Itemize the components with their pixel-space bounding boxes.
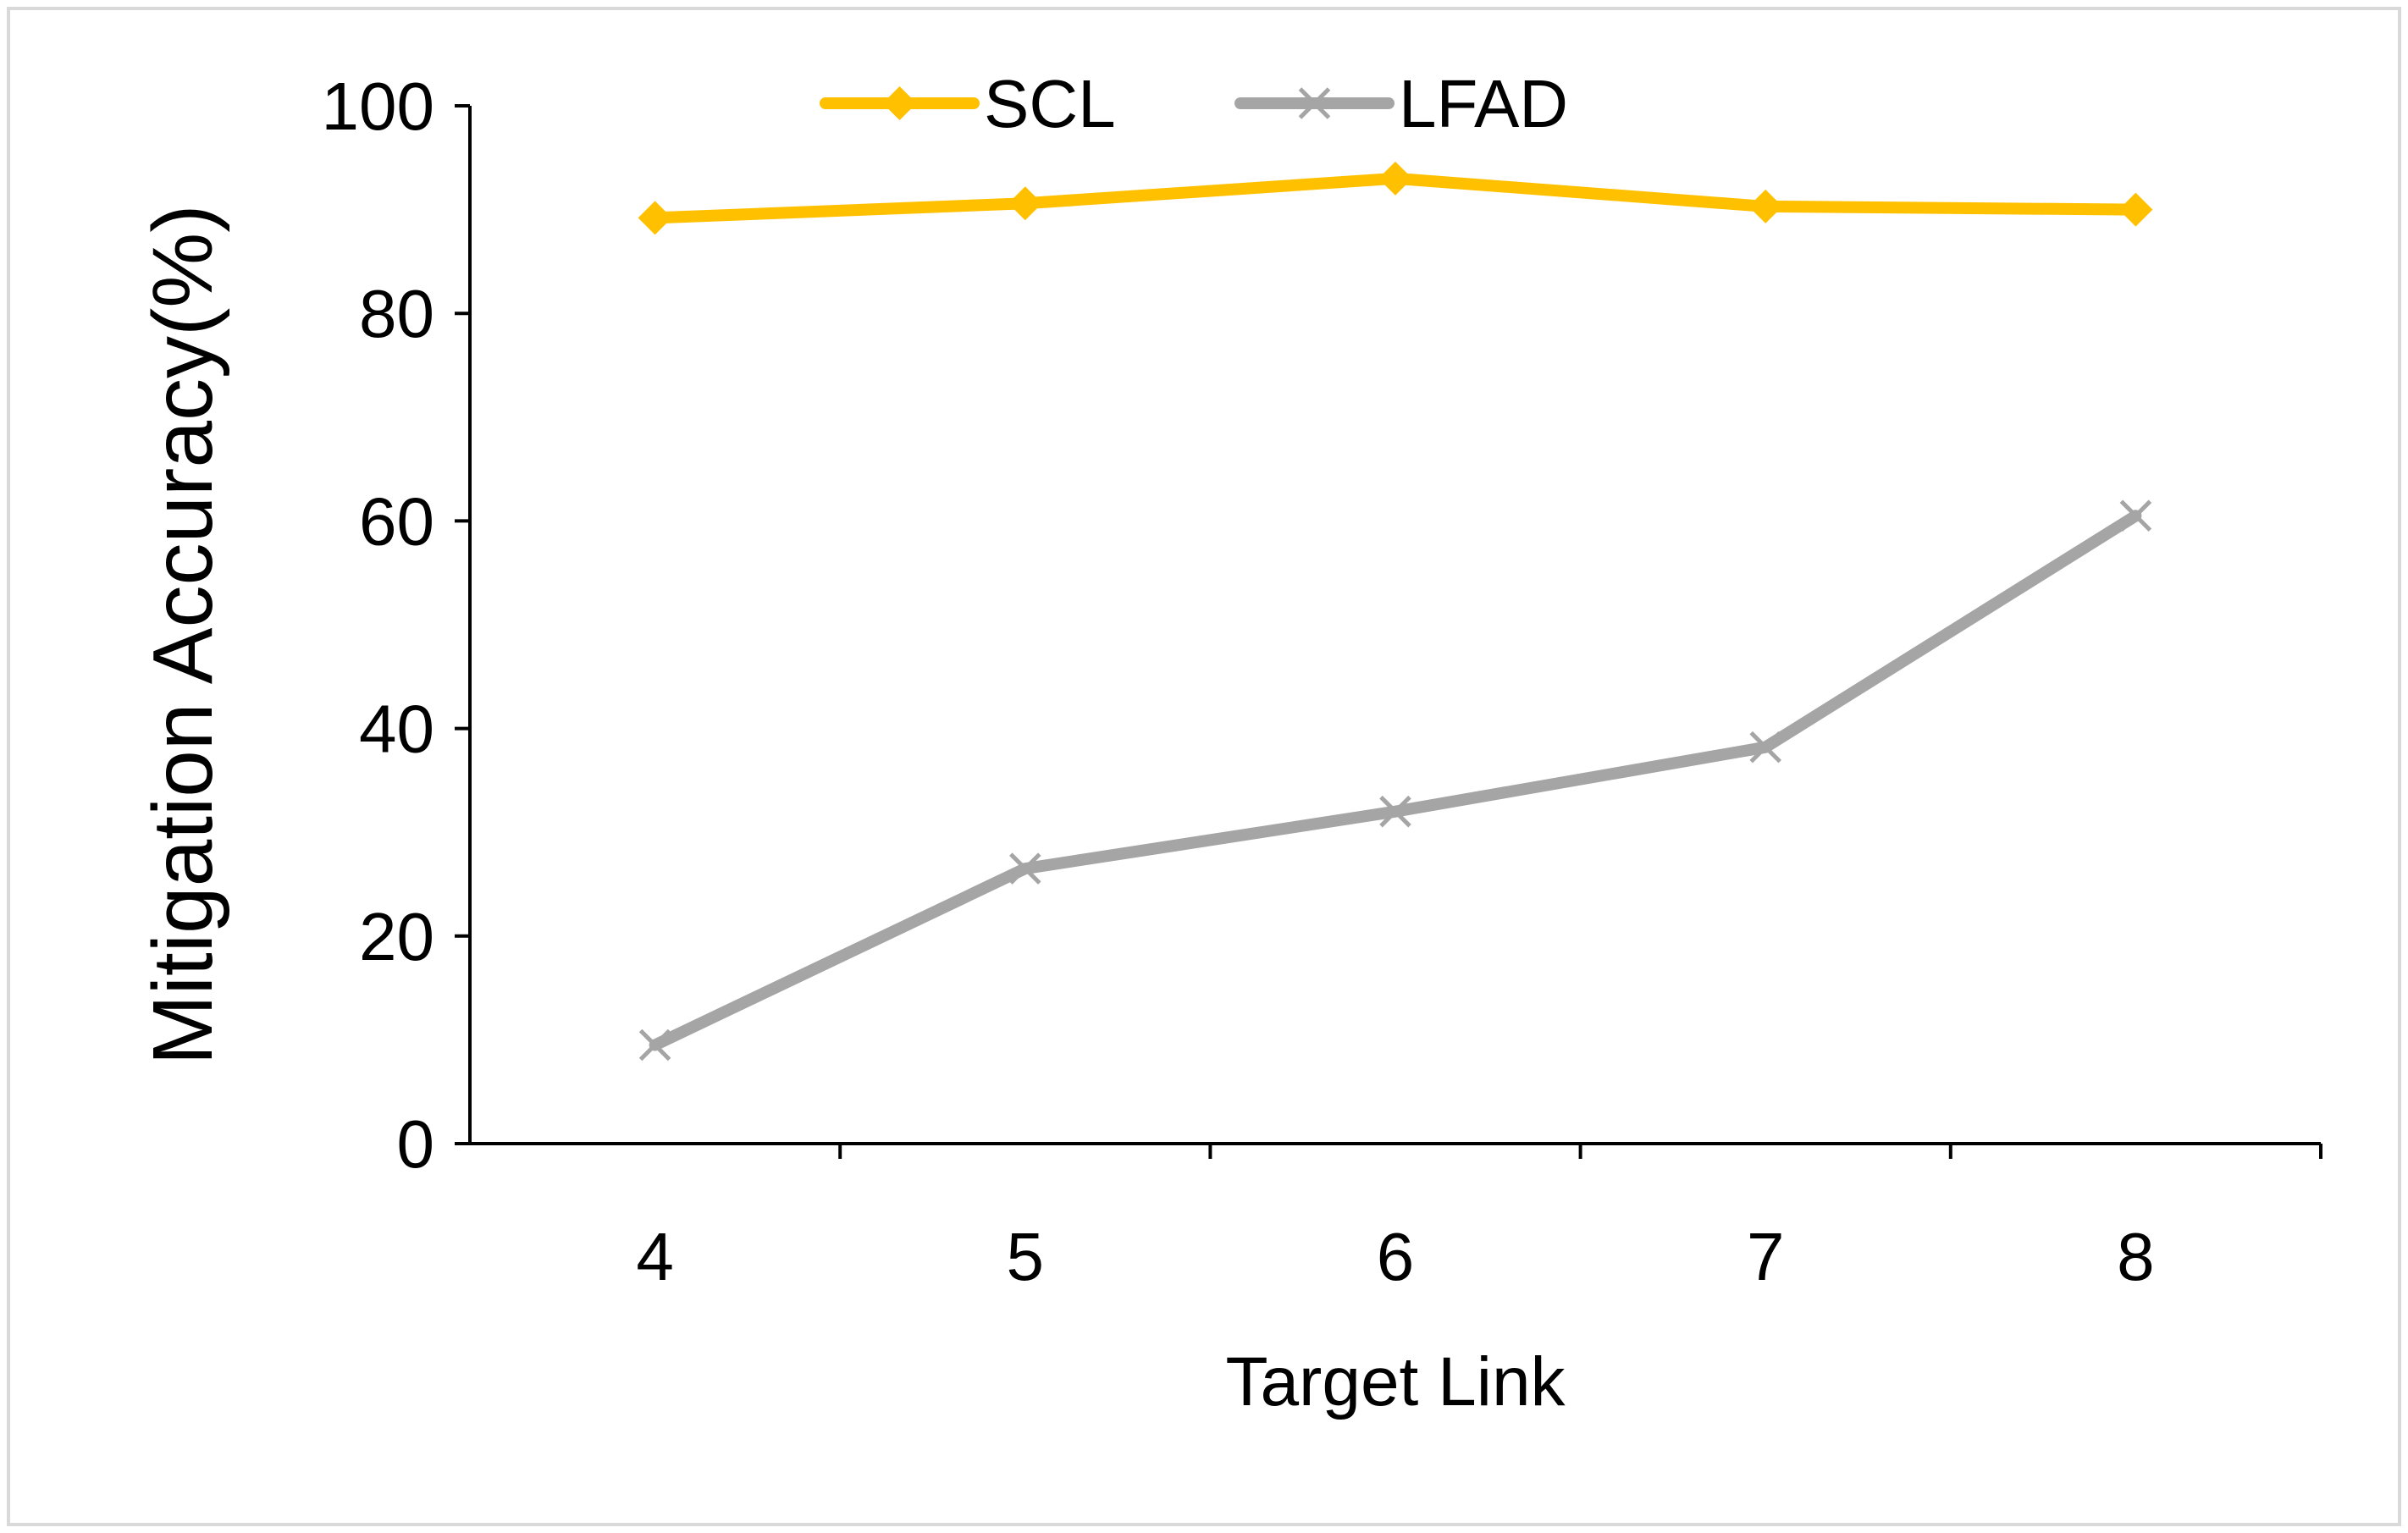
data-point-scl <box>2118 192 2153 227</box>
x-tick-label: 6 <box>1377 1219 1415 1294</box>
x-tick-label: 7 <box>1747 1219 1785 1294</box>
y-tick-label: 100 <box>322 69 434 144</box>
data-point-lfad <box>1009 852 1041 885</box>
data-point-lfad <box>2119 499 2152 532</box>
y-tick-label: 80 <box>359 276 434 351</box>
y-tick-label: 60 <box>359 483 434 559</box>
data-point-scl <box>1748 189 1783 223</box>
chart-frame <box>7 7 2401 1526</box>
legend: SCL LFAD <box>820 66 1568 141</box>
y-axis-title: Mitigation Accuracy(%) <box>135 205 230 1066</box>
legend-item-scl: SCL <box>820 66 1116 141</box>
data-point-scl <box>1378 161 1412 196</box>
y-tick-label: 20 <box>359 899 434 974</box>
legend-label-lfad: LFAD <box>1399 66 1568 141</box>
data-point-scl <box>1008 186 1042 221</box>
series-scl <box>638 161 2153 235</box>
data-point-lfad <box>1379 795 1411 828</box>
x-axis-title: Target Link <box>1225 1343 1566 1420</box>
y-tick-label: 40 <box>359 692 434 767</box>
series-lfad <box>638 499 2152 1062</box>
legend-label-scl: SCL <box>984 66 1116 141</box>
x-tick-label: 4 <box>636 1219 674 1294</box>
legend-item-lfad: LFAD <box>1234 66 1568 141</box>
data-point-lfad <box>1749 731 1781 764</box>
data-point-scl <box>638 201 672 235</box>
y-axis-ticks: 0 20 40 60 80 100 <box>322 69 470 1182</box>
x-tick-label: 5 <box>1007 1219 1045 1294</box>
y-tick-label: 0 <box>397 1106 435 1182</box>
legend-marker-lfad <box>1298 87 1331 119</box>
x-tick-label: 8 <box>2117 1219 2155 1294</box>
legend-marker-scl <box>882 86 917 120</box>
data-point-lfad <box>638 1028 671 1062</box>
series-layer <box>638 161 2153 1062</box>
x-axis-ticks: 4 5 6 7 8 <box>636 1144 2322 1294</box>
